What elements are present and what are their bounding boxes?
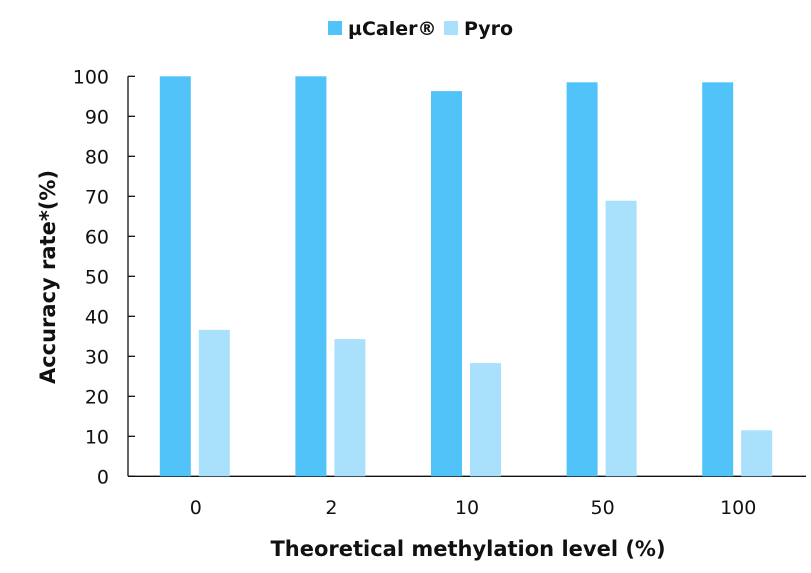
y-tick-label: 90 bbox=[85, 106, 109, 128]
y-tick-label: 50 bbox=[85, 266, 109, 288]
y-tick-label: 100 bbox=[73, 66, 109, 88]
x-tick-label: 50 bbox=[591, 497, 615, 519]
y-tick-label: 0 bbox=[97, 466, 109, 488]
bar-pyro-10 bbox=[470, 363, 501, 477]
legend-swatch bbox=[444, 21, 458, 35]
x-tick-label: 10 bbox=[455, 497, 479, 519]
legend-label: Pyro bbox=[464, 18, 513, 40]
x-tick-label: 100 bbox=[720, 497, 756, 519]
x-axis-label: Theoretical methylation level (%) bbox=[270, 537, 665, 561]
bar-pyro-0 bbox=[198, 329, 230, 477]
bar-ucaler-2 bbox=[295, 76, 327, 477]
x-axis: 0 2 10 50 100 bbox=[128, 475, 806, 519]
y-tick-label: 70 bbox=[85, 186, 109, 208]
legend-label: µCaler® bbox=[348, 18, 437, 40]
bar-pyro-100 bbox=[741, 430, 773, 477]
y-axis-label: Accuracy rate*(%) bbox=[36, 170, 60, 384]
y-axis: 0 10 20 30 40 50 60 70 80 90 100 bbox=[73, 66, 135, 488]
legend: µCaler® Pyro bbox=[328, 18, 513, 40]
x-tick-label: 0 bbox=[190, 497, 202, 519]
y-tick-label: 30 bbox=[85, 346, 109, 368]
legend-swatch bbox=[328, 21, 342, 35]
bar-pyro-2 bbox=[334, 339, 366, 477]
y-tick-label: 60 bbox=[85, 226, 109, 248]
y-tick-label: 10 bbox=[85, 426, 109, 448]
x-tick-label: 2 bbox=[325, 497, 337, 519]
bar-ucaler-50 bbox=[566, 82, 598, 477]
bar-pyro-50 bbox=[605, 200, 637, 477]
bar-ucaler-0 bbox=[159, 76, 191, 477]
bar-ucaler-10 bbox=[431, 91, 462, 477]
bars bbox=[159, 76, 773, 477]
bar-ucaler-100 bbox=[702, 82, 734, 477]
y-tick-label: 80 bbox=[85, 146, 109, 168]
y-tick-label: 40 bbox=[85, 306, 109, 328]
y-tick-label: 20 bbox=[85, 386, 109, 408]
